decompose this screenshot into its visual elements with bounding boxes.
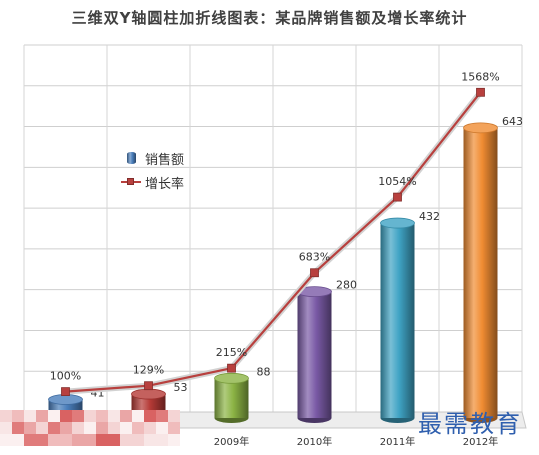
line-marker-swatch-icon xyxy=(120,175,142,189)
sales-bar-5 xyxy=(380,217,415,423)
sales-value-label: 88 xyxy=(257,365,271,378)
growth-marker-4 xyxy=(310,268,319,278)
legend: 销售额 增长率 xyxy=(120,146,210,194)
x-tick-label: 2009年 xyxy=(214,435,249,448)
sales-value-label: 643 xyxy=(502,115,523,128)
x-tick-label: 2012年 xyxy=(463,435,498,448)
growth-marker-5 xyxy=(393,192,402,202)
x-tick-label: 2011年 xyxy=(380,435,415,448)
growth-marker-6 xyxy=(476,87,485,97)
watermark: 最需教育 xyxy=(418,410,522,438)
sales-bar-4 xyxy=(297,286,332,423)
growth-value-label: 683% xyxy=(299,251,330,264)
redaction-mosaic xyxy=(0,410,180,446)
sales-value-label: 53 xyxy=(174,381,188,394)
sales-value-label: 280 xyxy=(336,279,357,292)
growth-marker-1 xyxy=(61,387,70,397)
sales-bar-6 xyxy=(463,122,498,423)
legend-item-growth: 增长率 xyxy=(120,170,210,194)
growth-value-label: 100% xyxy=(50,370,81,383)
legend-item-sales: 销售额 xyxy=(120,146,210,170)
chart-title: 三维双Y轴圆柱加折线图表：某品牌销售额及增长率统计 xyxy=(71,9,468,27)
growth-value-label: 215% xyxy=(216,346,247,359)
growth-value-label: 129% xyxy=(133,364,164,377)
sales-bar-3 xyxy=(214,372,249,423)
x-tick-label: 2010年 xyxy=(297,435,332,448)
legend-label-growth: 增长率 xyxy=(145,176,185,192)
growth-value-label: 1568% xyxy=(461,70,499,83)
growth-line xyxy=(65,91,482,393)
growth-value-label: 1054% xyxy=(378,175,416,188)
legend-cylinder-shape xyxy=(127,152,136,164)
growth-marker-2 xyxy=(144,381,153,391)
sales-value-label: 432 xyxy=(419,210,440,223)
growth-marker-3 xyxy=(227,363,236,373)
legend-square-marker xyxy=(127,178,134,185)
cylinder-swatch-icon xyxy=(120,151,142,165)
legend-label-sales: 销售额 xyxy=(145,152,185,168)
gridlines xyxy=(23,44,523,413)
